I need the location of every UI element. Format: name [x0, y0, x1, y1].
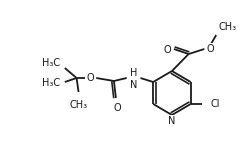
Text: O: O — [206, 44, 214, 54]
Text: CH₃: CH₃ — [70, 100, 88, 110]
Text: H₃C: H₃C — [42, 78, 60, 88]
Text: O: O — [113, 103, 121, 113]
Text: H₃C: H₃C — [42, 58, 60, 68]
Text: N: N — [168, 116, 176, 126]
Text: CH₃: CH₃ — [218, 22, 236, 32]
Text: O: O — [87, 73, 94, 83]
Text: H
N: H N — [130, 68, 137, 90]
Text: O: O — [163, 45, 171, 55]
Text: Cl: Cl — [210, 99, 220, 109]
